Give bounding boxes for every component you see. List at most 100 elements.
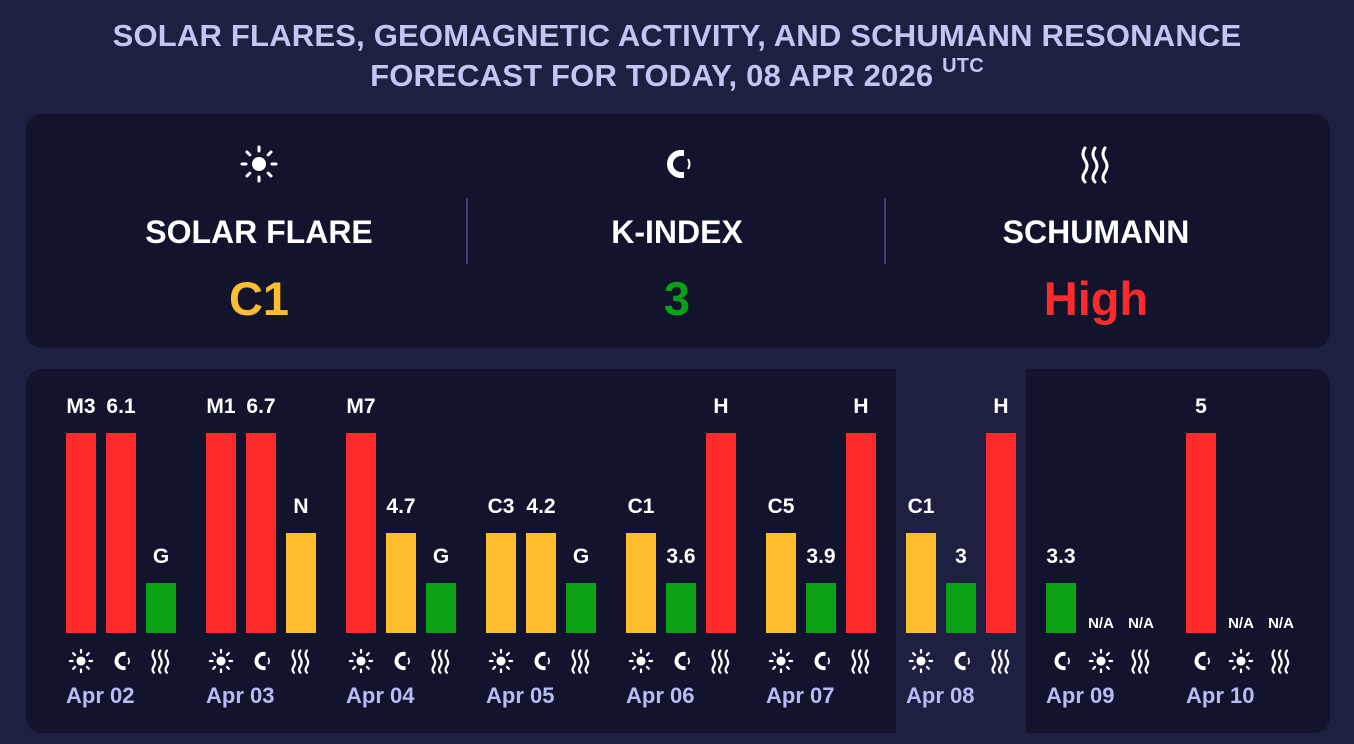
magnet-icon [1046, 646, 1076, 676]
sun-icon [766, 646, 796, 676]
date-label: Apr 04 [346, 683, 415, 708]
bar-schumann [566, 583, 596, 633]
bar-k_index [386, 533, 416, 633]
bar-schumann [706, 433, 736, 633]
bar-k_index [1046, 583, 1076, 633]
waves-icon [146, 646, 176, 676]
date-label: Apr 06 [626, 683, 695, 708]
summary-schumann: SCHUMANN High [886, 114, 1306, 348]
bar-solar_flare [346, 433, 376, 633]
magnet-icon [946, 646, 976, 676]
bar-label: C3 [487, 495, 515, 518]
bar-solar_flare [206, 433, 236, 633]
sun-icon [626, 646, 656, 676]
summary-solar-flare: SOLAR FLARE C1 [26, 114, 492, 348]
bar-label: H [713, 395, 729, 418]
bar-label-na: N/A [1128, 615, 1154, 632]
bar-k_index [946, 583, 976, 633]
magnet-icon [246, 646, 276, 676]
bar-label: M3 [66, 395, 96, 418]
bar-label-na: N/A [1228, 615, 1254, 632]
waves-icon [886, 144, 1306, 184]
sun-icon [26, 144, 492, 184]
bar-label-na: N/A [1088, 615, 1114, 632]
title-line-2: FORECAST FOR TODAY, 08 APR 2026 UTC [0, 56, 1354, 96]
bar-label: C1 [627, 495, 655, 518]
bar-schumann [426, 583, 456, 633]
bar-label: G [432, 545, 450, 568]
bar-label: H [993, 395, 1009, 418]
bar-label: 4.2 [526, 495, 556, 518]
magnet-icon [386, 646, 416, 676]
bar-label: C1 [907, 495, 935, 518]
bar-schumann [846, 433, 876, 633]
bar-solar_flare [66, 433, 96, 633]
bar-solar_flare [766, 533, 796, 633]
bar-label: 3.6 [666, 545, 696, 568]
forecast-chart: G M3 6.1 G Apr 02 M1 6.7 N Apr 03 M7 4.7 G Apr 04 C3 4… [26, 369, 1330, 733]
sun-icon [66, 646, 96, 676]
date-label: Apr 07 [766, 683, 835, 708]
bar-k_index [246, 433, 276, 633]
bar-k_index [106, 433, 136, 633]
divider [884, 198, 886, 264]
bar-label: M1 [206, 395, 236, 418]
bar-k_index [806, 583, 836, 633]
bar-label: 3.9 [806, 545, 836, 568]
sun-icon [486, 646, 516, 676]
waves-icon [986, 646, 1016, 676]
chart-area: G M3 6.1 G Apr 02 M1 6.7 N Apr 03 M7 4.7 G Apr 04 C3 4… [26, 369, 1330, 733]
summary-label: SOLAR FLARE [145, 214, 373, 250]
magnet-icon [526, 646, 556, 676]
waves-icon [1126, 646, 1156, 676]
date-label: Apr 09 [1046, 683, 1115, 708]
summary-k-index: K-INDEX 3 [468, 114, 886, 348]
bar-schumann [986, 433, 1016, 633]
bar-schumann [146, 583, 176, 633]
bar-label: 6.1 [106, 395, 136, 418]
bar-label: G [572, 545, 590, 568]
bar-label: M7 [346, 395, 376, 418]
date-label: Apr 05 [486, 683, 555, 708]
waves-icon [286, 646, 316, 676]
magnet-icon [468, 144, 886, 184]
bar-label: 6.7 [246, 395, 276, 418]
bar-schumann [286, 533, 316, 633]
bar-label: G [152, 545, 170, 568]
bar-label: 3 [955, 545, 967, 568]
date-label: Apr 02 [66, 683, 135, 708]
title-line-1: SOLAR FLARES, GEOMAGNETIC ACTIVITY, AND … [112, 18, 1242, 53]
magnet-icon [106, 646, 136, 676]
sun-icon [906, 646, 936, 676]
bar-label-na: N/A [1268, 615, 1294, 632]
bar-solar_flare [486, 533, 516, 633]
summary-value: 3 [663, 272, 691, 325]
magnet-icon [666, 646, 696, 676]
title-date: FORECAST FOR TODAY, 08 APR 2026 [370, 58, 934, 93]
bar-solar_flare [906, 533, 936, 633]
waves-icon [426, 646, 456, 676]
bar-label: 4.7 [386, 495, 416, 518]
page-title: SOLAR FLARES, GEOMAGNETIC ACTIVITY, AND … [0, 16, 1354, 96]
bar-k_index [1186, 433, 1216, 633]
bar-k_index [526, 533, 556, 633]
magnet-icon [806, 646, 836, 676]
magnet-icon [1186, 646, 1216, 676]
summary-panel: SOLAR FLARE C1 K-INDEX 3 SCHUMANN High [26, 114, 1330, 348]
date-label: Apr 10 [1186, 683, 1255, 708]
waves-icon [1266, 646, 1296, 676]
bar-solar_flare [626, 533, 656, 633]
summary-label: SCHUMANN [1002, 214, 1190, 250]
date-label: Apr 03 [206, 683, 275, 708]
bar-label: H [853, 395, 869, 418]
sun-icon [1226, 646, 1256, 676]
summary-label: K-INDEX [611, 214, 743, 250]
bar-label: 5 [1195, 395, 1207, 418]
divider [466, 198, 468, 264]
sun-icon [1086, 646, 1116, 676]
summary-value: C1 [228, 272, 290, 325]
sun-icon [346, 646, 376, 676]
bar-label: C5 [767, 495, 795, 518]
summary-value: High [1043, 272, 1149, 325]
waves-icon [706, 646, 736, 676]
